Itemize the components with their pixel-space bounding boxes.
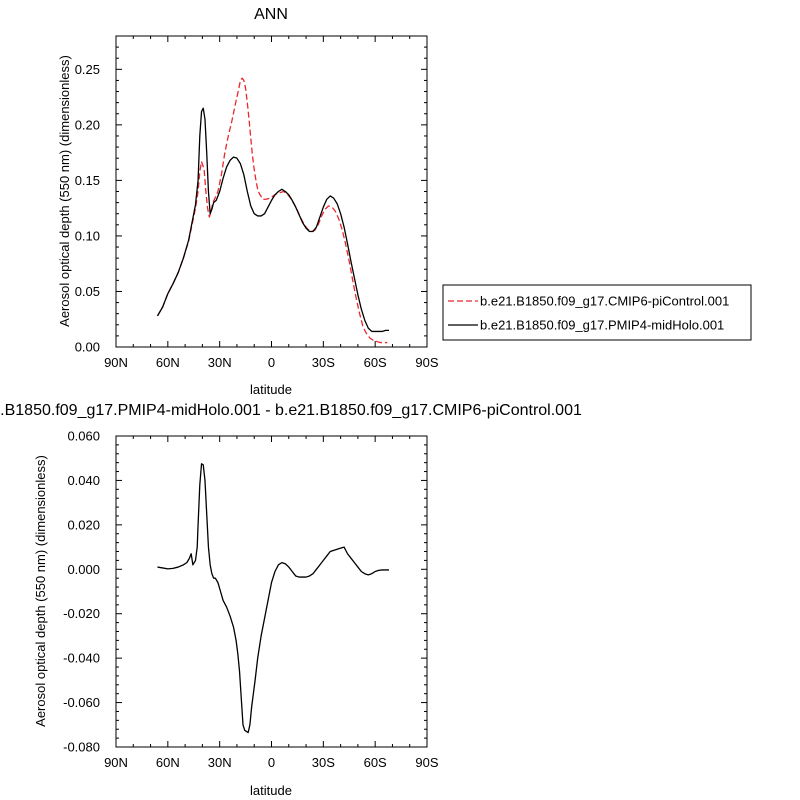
bottom-xtick-label-6: 90S xyxy=(415,755,438,770)
top-xtick-label-0: 90N xyxy=(104,355,128,370)
top-chart: ANN 90N 60N 30N 0 30S 60S 90S 0.00 0.05 0.10 0.15 0… xyxy=(57,6,752,397)
bottom-series-line-0 xyxy=(157,463,389,734)
bottom-chart-title: b.e21.B1850.f09_g17.PMIP4-midHolo.001 - … xyxy=(0,402,582,419)
legend-label-midholo: b.e21.B1850.f09_g17.PMIP4-midHolo.001 xyxy=(480,318,724,333)
bottom-ytick-label-7: 0.060 xyxy=(67,429,100,444)
legend-label-picontrol: b.e21.B1850.f09_g17.CMIP6-piControl.001 xyxy=(480,294,729,309)
top-ytick-label-2: 0.10 xyxy=(75,228,100,243)
bottom-ytick-label-4: 0.000 xyxy=(67,562,100,577)
top-ytick-label-0: 0.00 xyxy=(75,340,100,355)
top-series-line-0 xyxy=(156,77,388,344)
top-chart-xlabel: latitude xyxy=(250,382,292,397)
bottom-xtick-label-0: 90N xyxy=(104,755,128,770)
bottom-chart-ylabel: Aerosol optical depth (550 nm) (dimensio… xyxy=(33,455,48,727)
bottom-ytick-label-1: -0.060 xyxy=(63,695,100,710)
top-series-line-1 xyxy=(156,107,389,333)
bottom-ytick-label-3: -0.020 xyxy=(63,606,100,621)
bottom-xtick-label-2: 30N xyxy=(208,755,232,770)
bottom-chart: b.e21.B1850.f09_g17.PMIP4-midHolo.001 - … xyxy=(0,402,582,798)
bottom-chart-xlabel: latitude xyxy=(250,783,292,798)
top-xtick-label-3: 0 xyxy=(268,355,275,370)
top-chart-ticks: 90N 60N 30N 0 30S 60S 90S 0.00 0.05 0.10 0.15 0.20 0… xyxy=(75,35,439,370)
top-xtick-label-5: 60S xyxy=(364,355,387,370)
top-xtick-label-2: 30N xyxy=(208,355,232,370)
top-ytick-label-1: 0.05 xyxy=(75,284,100,299)
bottom-xtick-label-1: 60N xyxy=(156,755,180,770)
top-chart-lines xyxy=(156,77,389,344)
legend-box xyxy=(442,284,752,341)
bottom-chart-lines xyxy=(157,463,389,734)
top-chart-frame xyxy=(115,35,428,348)
top-xtick-label-4: 30S xyxy=(312,355,335,370)
top-xtick-label-1: 60N xyxy=(156,355,180,370)
top-ytick-label-4: 0.20 xyxy=(75,117,100,132)
top-chart-title: ANN xyxy=(254,6,288,23)
legend: b.e21.B1850.f09_g17.CMIP6-piControl.001 … xyxy=(442,284,752,341)
bottom-xtick-label-3: 0 xyxy=(268,755,275,770)
top-xtick-label-6: 90S xyxy=(415,355,438,370)
bottom-ytick-label-0: -0.080 xyxy=(63,740,100,755)
bottom-chart-ticks: 90N 60N 30N 0 30S 60S 90S -0.080 -0.060 -0.040 -0.… xyxy=(63,429,439,771)
bottom-ytick-label-2: -0.040 xyxy=(63,651,100,666)
bottom-xtick-label-5: 60S xyxy=(364,755,387,770)
bottom-chart-frame xyxy=(115,435,428,748)
bottom-ytick-label-5: 0.020 xyxy=(67,517,100,532)
bottom-ytick-label-6: 0.040 xyxy=(67,473,100,488)
top-ytick-label-5: 0.25 xyxy=(75,62,100,77)
top-chart-ylabel: Aerosol optical depth (550 nm) (dimensio… xyxy=(57,55,72,327)
top-ytick-label-3: 0.15 xyxy=(75,173,100,188)
bottom-xtick-label-4: 30S xyxy=(312,755,335,770)
